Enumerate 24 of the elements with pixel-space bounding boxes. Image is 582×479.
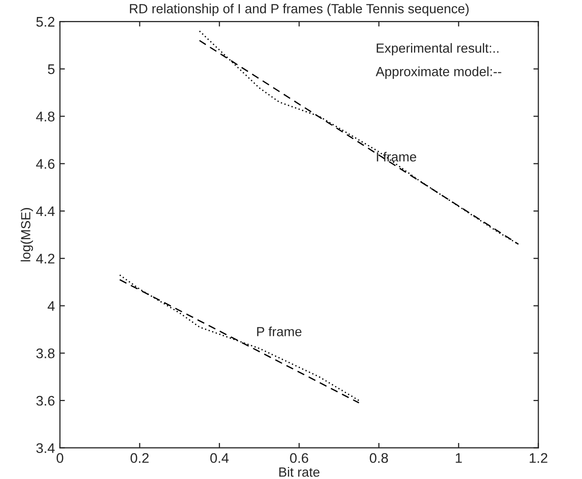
y-tick-label: 3.6: [36, 396, 54, 406]
x-tick-label: 0.8: [370, 453, 388, 463]
x-axis-title: Bit rate: [279, 467, 320, 477]
y-tick-label: 5.2: [36, 16, 54, 27]
y-tick-label: 4: [48, 301, 55, 311]
x-tick-label: 1: [456, 453, 462, 463]
y-tick-label: 5: [48, 64, 55, 74]
y-tick-label: 4.8: [36, 112, 54, 122]
annotation: I frame: [376, 152, 416, 162]
x-tick-label: 1.2: [530, 453, 548, 463]
chart-title: RD relationship of I and P frames (Table Tennis sequence): [130, 4, 469, 16]
y-tick-label: 3.4: [36, 443, 55, 454]
y-axis-title: log(MSE): [20, 208, 33, 262]
annotation: Experimental result:..: [376, 43, 498, 56]
y-tick-label: 4.4: [36, 206, 55, 216]
y-tick-label: 4.6: [36, 158, 54, 169]
annotation: P frame: [257, 326, 302, 336]
x-tick-label: 0.2: [130, 453, 149, 463]
y-tick-label: 4.2: [36, 254, 54, 264]
y-tick-label: 3.8: [36, 348, 54, 358]
x-tick-label: 0: [56, 453, 64, 463]
x-tick-label: 0.4: [210, 453, 229, 463]
annotation: Approximate model:--: [376, 66, 502, 79]
x-tick-label: 0.6: [290, 453, 308, 463]
